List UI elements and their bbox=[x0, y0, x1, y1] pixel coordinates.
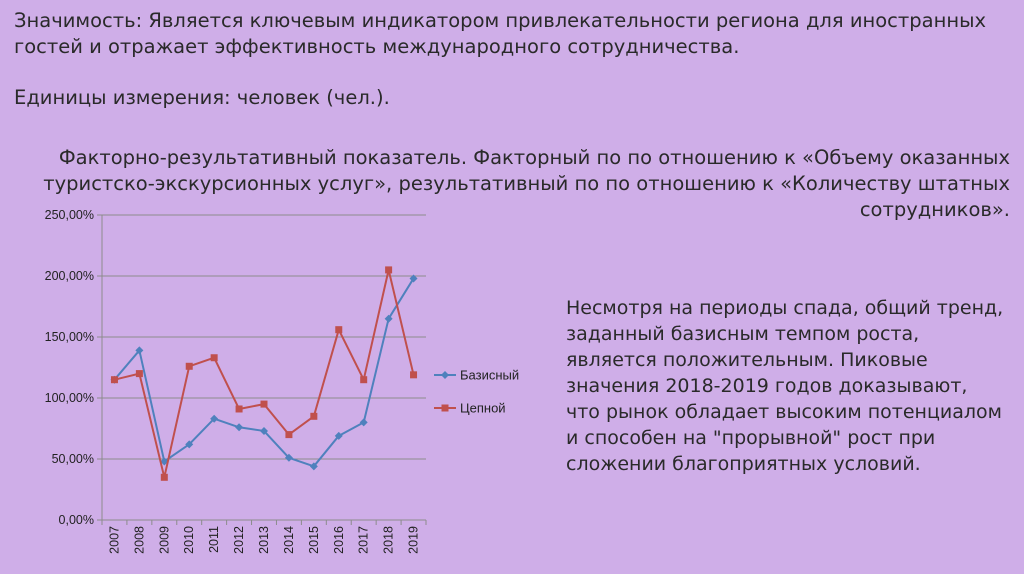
data-point bbox=[185, 362, 193, 370]
conclusion-text: Несмотря на периоды спада, общий тренд, … bbox=[566, 297, 1004, 475]
y-tick-label: 100,00% bbox=[45, 391, 94, 405]
data-point bbox=[260, 400, 268, 408]
data-point bbox=[409, 274, 418, 283]
y-tick-label: 0,00% bbox=[59, 513, 94, 527]
x-tick-label: 2008 bbox=[132, 526, 146, 554]
series-line bbox=[113, 277, 415, 468]
significance-text: Значимость: Является ключевым индикаторо… bbox=[14, 9, 987, 58]
y-tick-label: 50,00% bbox=[52, 452, 94, 466]
data-point bbox=[310, 412, 318, 420]
data-point bbox=[135, 370, 143, 378]
data-point bbox=[260, 426, 268, 435]
data-point bbox=[385, 266, 393, 274]
data-point bbox=[210, 414, 219, 423]
x-tick-label: 2010 bbox=[182, 526, 196, 554]
data-point bbox=[335, 326, 343, 334]
data-point bbox=[185, 440, 194, 449]
x-tick-label: 2011 bbox=[207, 526, 221, 553]
units-text: Единицы измерения: человек (чел.). bbox=[14, 86, 390, 109]
growth-rate-chart: 0,00%50,00%100,00%150,00%200,00%250,00% … bbox=[45, 208, 519, 554]
x-tick-label: 2018 bbox=[382, 526, 396, 554]
chart-legend: Базисный Цепной bbox=[434, 368, 519, 416]
factor-result-text: Факторно-результативный показатель. Факт… bbox=[43, 146, 1010, 221]
series-lines bbox=[110, 266, 418, 481]
data-point bbox=[110, 376, 118, 384]
x-tick-label: 2017 bbox=[357, 526, 371, 554]
data-point bbox=[160, 473, 168, 481]
x-tick-label: 2009 bbox=[157, 526, 171, 554]
x-tick-label: 2013 bbox=[257, 526, 271, 554]
y-axis: 0,00% 50,00% 100,00% 150,00% 200,00% 250,00% bbox=[45, 208, 103, 527]
legend-marker bbox=[441, 371, 449, 379]
data-point bbox=[384, 314, 393, 323]
x-tick-label: 2015 bbox=[307, 526, 321, 554]
data-point bbox=[135, 346, 144, 355]
legend-marker bbox=[441, 404, 449, 412]
data-point bbox=[210, 354, 218, 362]
x-tick-label: 2007 bbox=[107, 526, 121, 554]
data-point bbox=[235, 423, 244, 432]
data-point bbox=[359, 418, 368, 427]
series-line bbox=[114, 268, 415, 479]
legend-label: Базисный bbox=[460, 368, 519, 383]
data-point bbox=[309, 462, 318, 471]
y-tick-label: 200,00% bbox=[45, 269, 94, 283]
data-point bbox=[360, 376, 368, 384]
data-point bbox=[334, 431, 343, 440]
data-point bbox=[160, 457, 169, 466]
x-tick-label: 2012 bbox=[232, 526, 246, 554]
data-point bbox=[285, 431, 293, 439]
x-axis: 2007 2008 2009 2010 2011 2012 2013 2014 2015 2016… bbox=[101, 519, 427, 554]
y-tick-label: 150,00% bbox=[45, 330, 94, 344]
x-tick-label: 2019 bbox=[407, 526, 421, 554]
x-tick-label: 2016 bbox=[332, 526, 346, 554]
legend-label: Цепной bbox=[460, 401, 506, 416]
data-point bbox=[235, 405, 243, 413]
y-tick-label: 250,00% bbox=[45, 208, 94, 222]
x-tick-label: 2014 bbox=[282, 526, 296, 554]
data-point bbox=[284, 453, 293, 462]
data-point bbox=[410, 371, 418, 379]
